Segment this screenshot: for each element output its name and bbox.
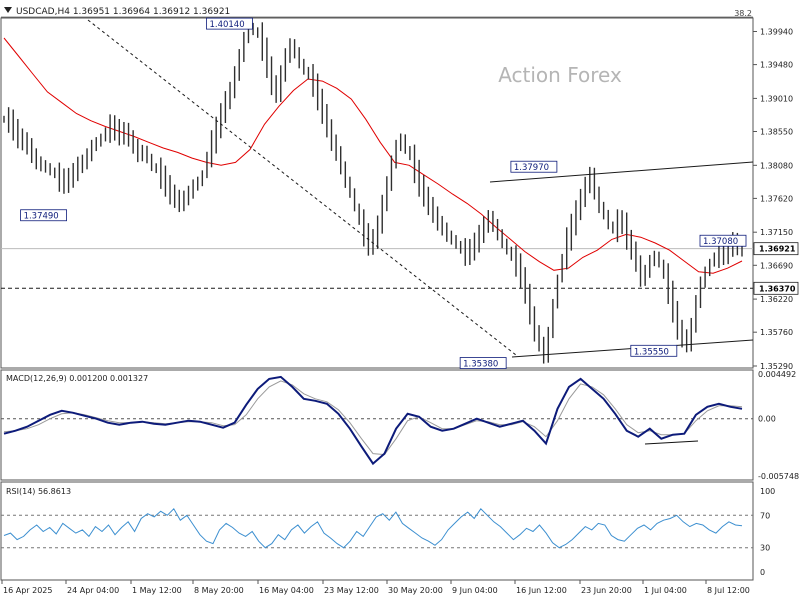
price-label: 1.37080: [703, 237, 738, 247]
time-axis: 16 Apr 2025 24 Apr 04:00 1 May 12:00 8 May …: [1, 580, 750, 595]
price-label: 1.37490: [24, 212, 59, 222]
price-tick-label: 1.39010: [760, 94, 793, 103]
rsi-tick-label: 100: [760, 487, 775, 496]
macd-tick-label: 0.00: [758, 415, 776, 424]
rsi-panel-frame: [0, 481, 754, 581]
macd-lines: [3, 375, 743, 466]
macd-tick-label: -0.005748: [758, 472, 799, 481]
macd-panel-frame: [0, 369, 754, 481]
price-label-box: [20, 209, 67, 222]
price-tick-label: 1.39940: [760, 28, 793, 37]
macd-trendline: [644, 440, 699, 445]
time-tick-label: 23 Jun 20:00: [581, 586, 632, 595]
price-panel-frame: [0, 17, 754, 369]
upper-channel-line: [489, 161, 754, 183]
macd-axis: 0.004492 0.00 -0.005748: [1, 370, 799, 481]
time-tick-label: 1 Jul 04:00: [644, 586, 687, 595]
corner-value: 38.2: [734, 9, 752, 18]
falling-trendline: [87, 19, 517, 356]
moving-average-line: [3, 37, 743, 274]
price-tag-label: 1.36921: [759, 245, 796, 254]
price-label-box: [206, 17, 253, 30]
time-tick-label: 8 Jul 12:00: [707, 586, 750, 595]
time-tick-label: 16 May 04:00: [259, 586, 314, 595]
price-label: 1.35380: [463, 360, 498, 370]
price-tick-label: 1.38080: [760, 161, 793, 170]
time-tick-label: 24 Apr 04:00: [67, 586, 119, 595]
time-tick-label: 16 Apr 2025: [3, 586, 52, 595]
rsi-tick-label: 30: [760, 544, 770, 553]
macd-line: [3, 375, 743, 466]
price-tick-label: 1.36690: [760, 261, 793, 270]
rsi-tick-label: 70: [760, 511, 770, 520]
time-tick-label: 16 Jun 12:00: [516, 586, 567, 595]
rsi-title: RSI(14) 56.8613: [6, 487, 71, 496]
price-label-box: [510, 160, 558, 173]
watermark: Action Forex: [498, 63, 622, 87]
time-tick-label: 8 May 20:00: [194, 586, 244, 595]
symbol-dropdown-icon[interactable]: [4, 7, 12, 13]
rsi-tick-label: 0: [760, 568, 765, 577]
price-tag-label: 1.36370: [759, 284, 796, 293]
price-tag-box: [753, 242, 799, 256]
time-tick-label: 30 May 20:00: [388, 586, 443, 595]
rsi-path: [3, 507, 743, 549]
time-tick-label: 9 Jun 04:00: [452, 586, 498, 595]
time-tick-label: 23 May 12:00: [324, 586, 379, 595]
price-label-box: [699, 234, 747, 247]
price-tick-label: 1.37620: [760, 194, 793, 203]
price-label: 1.40140: [209, 20, 244, 30]
macd-title: MACD(12,26,9) 0.001200 0.001327: [6, 374, 148, 383]
price-tick-label: 1.39480: [760, 61, 793, 70]
price-label: 1.35550: [634, 347, 669, 357]
price-tick-label: 1.36220: [760, 295, 793, 304]
price-tick-label: 1.38550: [760, 127, 793, 136]
rsi-line: [3, 507, 743, 549]
macd-tick-label: 0.004492: [758, 370, 796, 379]
price-tick-label: 1.37150: [760, 228, 793, 237]
price-tick-label: 1.35290: [760, 362, 793, 371]
price-tick-label: 1.35760: [760, 328, 793, 337]
rsi-axis: 100 70 30 0: [1, 487, 775, 577]
price-tag-box: [753, 281, 799, 295]
price-bars: [3, 22, 743, 364]
chart-header: USDCAD,H4 1.36951 1.36964 1.36912 1.3692…: [16, 7, 230, 17]
price-label-box: [630, 344, 678, 357]
price-label-box: [459, 357, 507, 369]
moving-average-path: [3, 37, 743, 274]
price-annotations: 1.40140 1.37490 1.37970 1.35380 1.35550 1.370…: [20, 17, 754, 370]
price-label: 1.37970: [514, 163, 549, 173]
time-tick-label: 1 May 12:00: [132, 586, 182, 595]
